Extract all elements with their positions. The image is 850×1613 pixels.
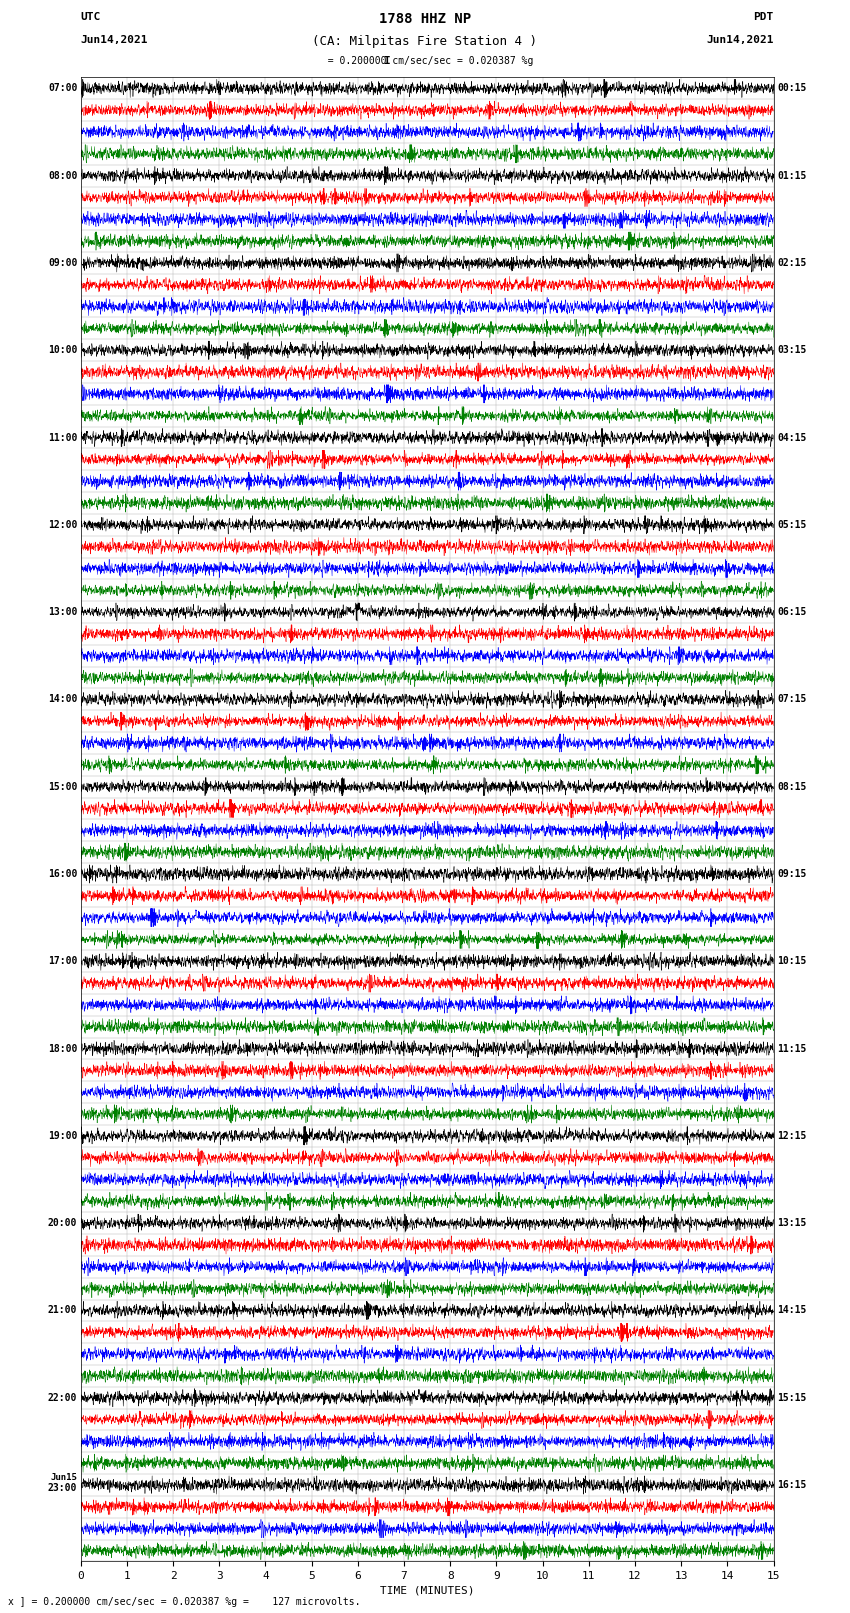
Text: 07:15: 07:15 [777, 694, 807, 705]
Text: 16:15: 16:15 [777, 1481, 807, 1490]
X-axis label: TIME (MINUTES): TIME (MINUTES) [380, 1586, 474, 1595]
Text: Jun15: Jun15 [50, 1473, 77, 1482]
Text: 11:00: 11:00 [48, 432, 77, 442]
Text: 07:00: 07:00 [48, 84, 77, 94]
Text: 15:15: 15:15 [777, 1392, 807, 1403]
Text: 11:15: 11:15 [777, 1044, 807, 1053]
Text: 10:00: 10:00 [48, 345, 77, 355]
Text: 12:15: 12:15 [777, 1131, 807, 1140]
Text: 18:00: 18:00 [48, 1044, 77, 1053]
Text: UTC: UTC [81, 11, 101, 21]
Text: = 0.200000 cm/sec/sec = 0.020387 %g: = 0.200000 cm/sec/sec = 0.020387 %g [316, 56, 534, 66]
Text: 10:15: 10:15 [777, 957, 807, 966]
Text: 08:00: 08:00 [48, 171, 77, 181]
Text: 17:00: 17:00 [48, 957, 77, 966]
Text: 04:15: 04:15 [777, 432, 807, 442]
Text: (CA: Milpitas Fire Station 4 ): (CA: Milpitas Fire Station 4 ) [313, 35, 537, 48]
Text: 06:15: 06:15 [777, 606, 807, 618]
Text: 16:00: 16:00 [48, 869, 77, 879]
Text: PDT: PDT [753, 11, 774, 21]
Text: 14:15: 14:15 [777, 1305, 807, 1316]
Text: 05:15: 05:15 [777, 519, 807, 529]
Text: 02:15: 02:15 [777, 258, 807, 268]
Text: 09:15: 09:15 [777, 869, 807, 879]
Text: 00:15: 00:15 [777, 84, 807, 94]
Text: 21:00: 21:00 [48, 1305, 77, 1316]
Text: 03:15: 03:15 [777, 345, 807, 355]
Text: 09:00: 09:00 [48, 258, 77, 268]
Text: 23:00: 23:00 [48, 1484, 77, 1494]
Text: 15:00: 15:00 [48, 782, 77, 792]
Text: 1788 HHZ NP: 1788 HHZ NP [379, 11, 471, 26]
Text: 22:00: 22:00 [48, 1392, 77, 1403]
Text: x ] = 0.200000 cm/sec/sec = 0.020387 %g =    127 microvolts.: x ] = 0.200000 cm/sec/sec = 0.020387 %g … [8, 1597, 361, 1607]
Text: Jun14,2021: Jun14,2021 [81, 35, 148, 45]
Text: I: I [383, 56, 390, 66]
Text: 19:00: 19:00 [48, 1131, 77, 1140]
Text: 20:00: 20:00 [48, 1218, 77, 1227]
Text: 13:00: 13:00 [48, 606, 77, 618]
Text: 08:15: 08:15 [777, 782, 807, 792]
Text: Jun14,2021: Jun14,2021 [706, 35, 774, 45]
Text: 01:15: 01:15 [777, 171, 807, 181]
Text: 12:00: 12:00 [48, 519, 77, 529]
Text: 13:15: 13:15 [777, 1218, 807, 1227]
Text: 14:00: 14:00 [48, 694, 77, 705]
